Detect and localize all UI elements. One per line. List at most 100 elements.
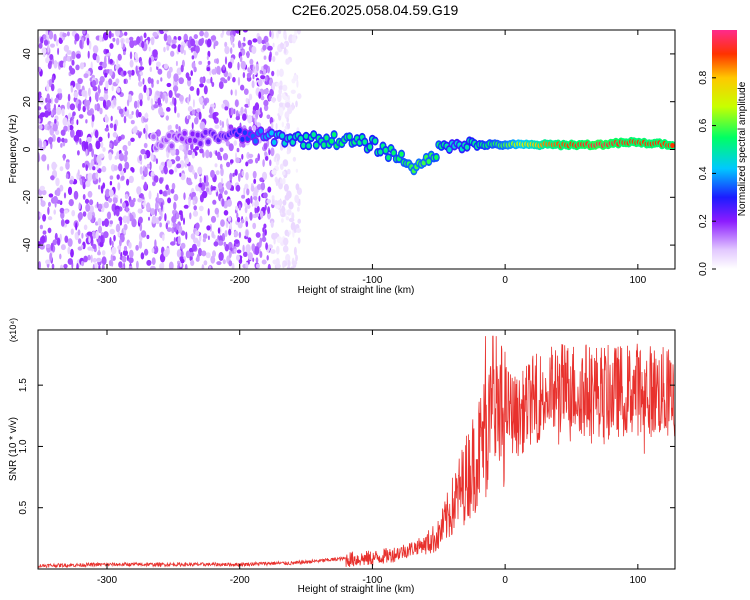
spectrogram-cell: [56, 187, 61, 197]
spectrogram-cell: [88, 40, 92, 50]
spectrogram-cell: [190, 259, 195, 266]
spectrogram-cell: [139, 166, 143, 175]
spectrogram-cell: [199, 148, 204, 154]
spectrogram-cell: [297, 237, 301, 244]
spectrogram-cell: [150, 152, 154, 161]
spectrogram-cell: [224, 106, 229, 111]
spectrogram-cell: [148, 216, 150, 221]
spectrogram-cell: [188, 115, 191, 120]
spectrogram-cell: [84, 98, 87, 108]
spectrogram-cell: [131, 167, 135, 173]
spectrogram-cell: [98, 265, 101, 269]
spectrogram-cell: [70, 85, 74, 93]
spectrogram-cell: [172, 210, 176, 215]
spectrogram-cell: [279, 80, 283, 88]
spectrogram-cell: [114, 155, 118, 160]
signal-cell: [272, 139, 277, 145]
snr-series-line: [38, 335, 675, 569]
signal-cell: [670, 142, 675, 149]
spectrogram-cell: [282, 171, 286, 176]
spectrogram-cell: [263, 64, 269, 70]
spectrogram-cell: [67, 238, 73, 247]
spectrogram-cell: [41, 47, 47, 55]
spectrogram-cell: [71, 59, 75, 66]
spectrogram-cell: [271, 169, 277, 175]
spectrogram-cell: [172, 96, 175, 105]
spectrogram-cell: [57, 47, 60, 56]
spectrogram-cell: [102, 147, 106, 152]
spectrogram-cell: [136, 186, 142, 195]
spectrogram-cell: [235, 110, 239, 118]
spectrogram-cell: [251, 243, 256, 252]
spectrogram-cell: [184, 263, 188, 269]
spectrogram-cell: [195, 230, 200, 236]
spectrogram-cell: [112, 132, 118, 138]
spectrogram-cell: [276, 263, 281, 269]
spectrogram-cell: [286, 150, 290, 155]
snr-y-ticks: 0.5 1.0 1.5: [18, 378, 675, 515]
spectrogram-cell: [267, 206, 271, 215]
spectrogram-cell: [86, 231, 93, 236]
spectrogram-cell: [175, 81, 179, 86]
colorbar-tick-label: 0.6: [698, 118, 709, 132]
spectrogram-cell: [62, 61, 66, 68]
spectrogram-cell: [150, 78, 154, 85]
spectrogram-cell: [63, 263, 68, 269]
spectrogram-cell: [229, 221, 232, 230]
spectrogram-cell: [122, 144, 128, 152]
spectrogram-cell: [138, 66, 145, 71]
spectrogram-cell: [255, 232, 261, 238]
snr-y-multiplier: (x10⁴): [8, 318, 18, 342]
spectrogram-cell: [166, 82, 172, 88]
signal-cell: [280, 133, 285, 139]
spectrogram-cell: [180, 258, 185, 264]
spectrogram-cell: [148, 46, 151, 52]
spectrogram-cell: [281, 218, 284, 223]
spectrogram-cell: [108, 189, 114, 197]
spectrogram-cell: [204, 181, 209, 187]
spectrogram-cell: [113, 234, 116, 242]
spectrogram-cell: [242, 72, 246, 79]
spectrogram-cell: [234, 99, 239, 108]
spectrogram-cell: [143, 84, 147, 94]
spectrogram-cell: [193, 66, 197, 73]
spectrogram-cell: [286, 117, 290, 123]
spectrogram-cell: [62, 32, 67, 38]
spectrogram-cell: [284, 34, 287, 41]
spectrogram-cell: [226, 180, 232, 190]
spectrogram-cell: [57, 88, 62, 94]
spectrogram-cell: [51, 263, 55, 269]
spectrogram-cell: [43, 39, 49, 46]
spectrogram-cell: [126, 215, 130, 225]
spectrogram-cell: [215, 150, 218, 157]
spectrogram-cell: [239, 55, 243, 63]
spectrogram-cell: [47, 216, 53, 221]
spectrogram-cell: [175, 212, 180, 220]
spectrogram-cell: [183, 217, 185, 225]
spectrogram-cell: [59, 207, 65, 214]
spectrogram-cell: [294, 194, 300, 203]
spectrogram-cell: [143, 248, 149, 256]
spectrogram-cell: [43, 34, 47, 40]
spectrogram-cell: [79, 62, 85, 70]
spectrogram-cell: [207, 235, 210, 241]
spectrogram-cell: [206, 78, 212, 84]
spectrogram-cell: [246, 188, 250, 196]
spectrogram-cell: [157, 97, 161, 106]
spectrogram-cell: [102, 182, 106, 189]
spectrogram-cell: [113, 97, 117, 106]
spectrogram-cell: [210, 76, 213, 84]
spectrogram-cell: [129, 59, 134, 68]
spectrogram-cell: [109, 43, 114, 49]
spectrogram-cell: [262, 159, 265, 168]
spectrogram-cell: [177, 235, 181, 245]
spectrogram-cell: [249, 64, 253, 70]
spectrogram-cell: [211, 231, 215, 238]
spectrogram-cell: [87, 190, 93, 198]
spectrogram-cell: [197, 166, 203, 175]
spectrogram-cell: [253, 187, 258, 196]
spectrogram-cell: [77, 150, 80, 156]
spectrogram-cell: [210, 169, 215, 178]
spectrogram-cell: [245, 97, 249, 104]
spectrogram-cell: [269, 159, 272, 167]
